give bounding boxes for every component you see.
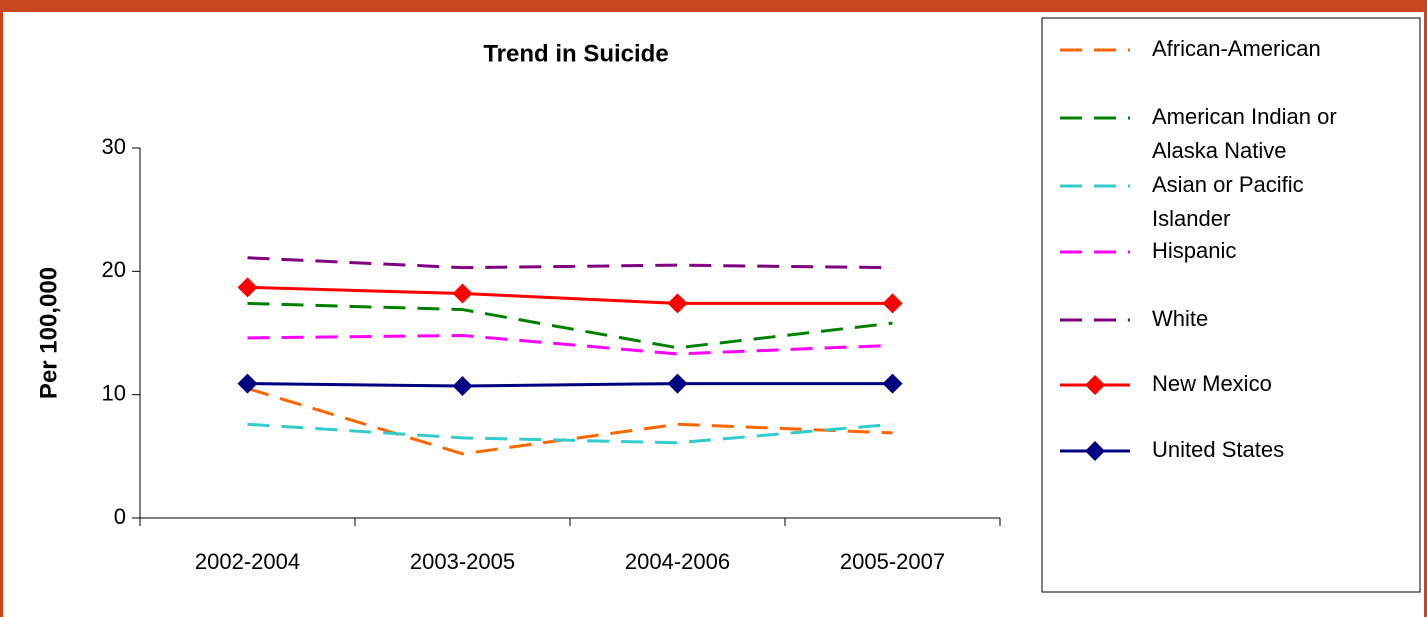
y-axis-label: Per 100,000 [35, 267, 62, 399]
series-line [247, 256, 893, 270]
data-marker [882, 373, 903, 394]
data-marker [667, 293, 688, 314]
frame-top [0, 0, 1427, 12]
legend-label: African-American [1152, 36, 1321, 61]
series-line [247, 422, 893, 445]
series-line [247, 387, 893, 456]
series-line [247, 382, 893, 388]
legend-label: New Mexico [1152, 371, 1272, 396]
data-marker [237, 373, 258, 394]
legend-label: White [1152, 306, 1208, 331]
y-tick-label: 0 [114, 504, 126, 529]
data-marker [667, 373, 688, 394]
data-marker [452, 283, 473, 304]
legend-label: United States [1152, 437, 1284, 462]
legend-marker [1085, 441, 1105, 461]
legend-box [1041, 17, 1421, 593]
x-tick-label: 2002-2004 [195, 549, 300, 574]
data-marker [882, 293, 903, 314]
chart-title: Trend in Suicide [483, 40, 668, 67]
series-line [247, 301, 893, 350]
frame-right [1424, 0, 1427, 617]
data-marker [237, 277, 258, 298]
y-tick-label: 30 [102, 134, 126, 159]
series-line [247, 333, 893, 356]
frame-left [0, 0, 3, 617]
legend-label: American Indian or Alaska Native [1152, 104, 1337, 163]
series-line [247, 285, 893, 305]
x-tick-label: 2004-2006 [625, 549, 730, 574]
legend-marker [1085, 375, 1105, 395]
y-tick-label: 20 [102, 257, 126, 282]
x-tick-label: 2005-2007 [840, 549, 945, 574]
legend-label: Hispanic [1152, 238, 1236, 263]
y-tick-label: 10 [102, 380, 126, 405]
data-marker [452, 376, 473, 397]
x-tick-label: 2003-2005 [410, 549, 515, 574]
legend-label: Asian or Pacific Islander [1152, 172, 1304, 231]
